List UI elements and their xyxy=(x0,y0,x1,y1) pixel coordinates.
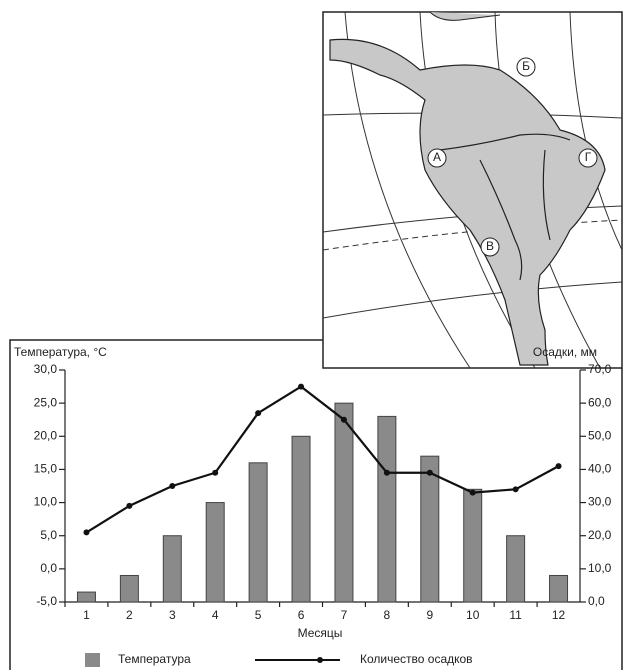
x-tick-label: 4 xyxy=(212,608,219,622)
y-tick-label: 30,0 xyxy=(34,362,58,376)
y-tick-label: 15,0 xyxy=(34,462,58,476)
legend-label: Температура xyxy=(118,652,191,666)
line-point xyxy=(512,486,519,493)
precip-line xyxy=(85,385,560,534)
y2-tick-label: 30,0 xyxy=(588,495,612,509)
y2-axis-title: Осадки, мм xyxy=(533,345,597,359)
line-point xyxy=(126,502,133,509)
y2-tick-label: 40,0 xyxy=(588,462,612,476)
line-point xyxy=(340,416,347,423)
map: Б А Г В xyxy=(322,11,623,369)
line-point xyxy=(555,463,562,470)
y-tick-label: 10,0 xyxy=(34,495,58,509)
line-point xyxy=(169,483,176,489)
x-tick-label: 12 xyxy=(552,608,566,622)
line-point xyxy=(383,469,390,476)
y-axis-title: Температура, °С xyxy=(14,345,107,359)
x-tick-label: 1 xyxy=(83,608,90,622)
bar xyxy=(334,402,354,603)
bar xyxy=(119,574,139,603)
x-tick-label: 2 xyxy=(126,608,133,622)
y-tick-label: 20,0 xyxy=(34,428,58,442)
chart-frame xyxy=(9,339,323,670)
map-label: Г xyxy=(585,150,592,164)
x-tick-label: 5 xyxy=(255,608,262,622)
x-tick-label: 10 xyxy=(466,608,480,622)
land xyxy=(329,38,606,366)
y2-tick-label: 0,0 xyxy=(588,594,605,608)
bar xyxy=(76,591,96,603)
x-axis-title: Месяцы xyxy=(298,626,343,640)
x-tick-label: 11 xyxy=(509,608,522,622)
bar xyxy=(291,435,311,603)
y-tick-label: 25,0 xyxy=(34,395,58,409)
map-label: А xyxy=(433,150,441,164)
y2-tick-label: 70,0 xyxy=(588,362,612,376)
y2-tick-label: 50,0 xyxy=(588,428,612,442)
rivers xyxy=(439,133,571,281)
bar xyxy=(420,455,440,603)
x-tick-label: 8 xyxy=(384,608,391,622)
legend-swatch xyxy=(317,657,323,663)
bar xyxy=(248,462,268,603)
x-tick-label: 6 xyxy=(298,608,305,622)
y2-tick-label: 20,0 xyxy=(588,528,612,542)
bar xyxy=(205,502,225,603)
x-tick-label: 9 xyxy=(426,608,433,622)
line-point xyxy=(83,529,90,536)
bar xyxy=(463,488,483,603)
legend-label: Количество осадков xyxy=(360,652,473,666)
legend-swatch xyxy=(85,653,100,667)
map-label: В xyxy=(486,239,494,253)
bar xyxy=(377,415,397,603)
map-labels: Б А Г В xyxy=(427,57,598,257)
line-point xyxy=(212,469,219,476)
line-point xyxy=(469,489,476,496)
line-point xyxy=(255,410,262,417)
y-tick-label: -5,0 xyxy=(36,594,57,608)
x-tick-label: 7 xyxy=(341,608,348,622)
y2-tick-label: 60,0 xyxy=(588,395,612,409)
y2-tick-label: 10,0 xyxy=(588,561,612,575)
line-point xyxy=(426,469,433,476)
bar xyxy=(549,574,569,603)
x-tick-label: 3 xyxy=(169,608,176,622)
bar xyxy=(506,535,526,603)
line-point xyxy=(298,383,305,390)
y-tick-label: 0,0 xyxy=(40,561,57,575)
y-tick-label: 5,0 xyxy=(40,528,57,542)
map-label: Б xyxy=(522,59,530,73)
bar xyxy=(162,535,182,603)
land-north xyxy=(429,11,501,21)
